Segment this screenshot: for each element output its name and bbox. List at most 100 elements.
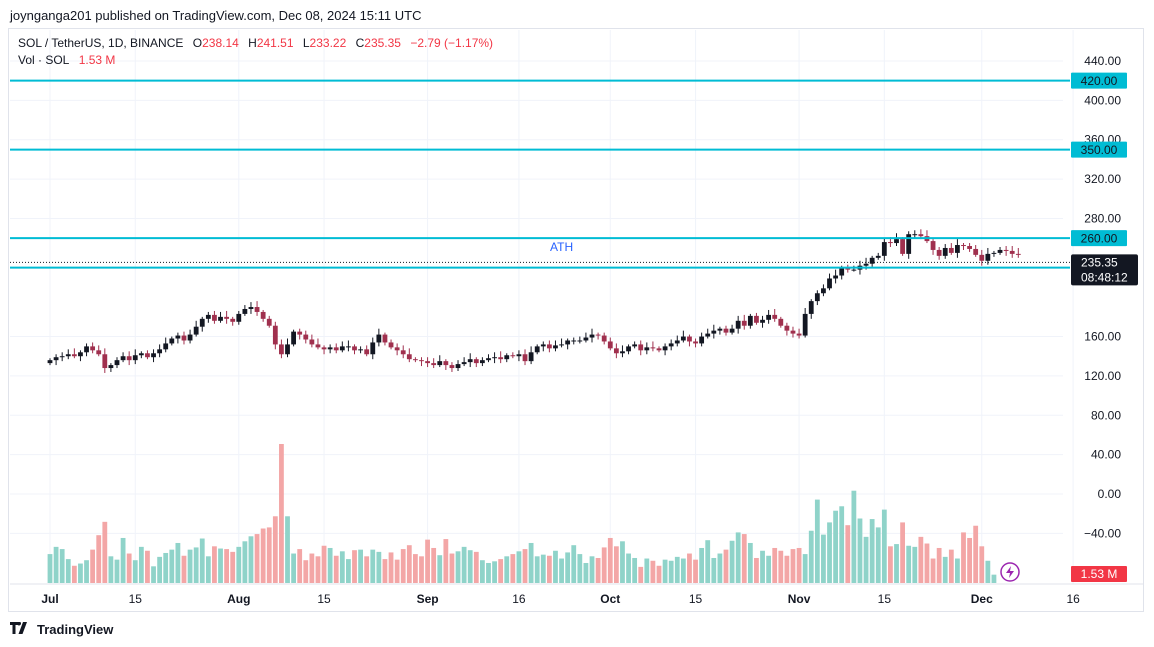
candle-body [1003, 249, 1009, 251]
candle-body [504, 355, 510, 360]
volume-bar [546, 555, 552, 583]
candle-body [595, 334, 601, 336]
candle-body [138, 353, 144, 356]
lightning-icon-bolt [1006, 566, 1014, 578]
volume-bar [473, 551, 479, 583]
candle-body [285, 344, 290, 355]
volume-bar [894, 544, 899, 583]
candle-body [601, 335, 607, 342]
candle-body [881, 242, 887, 256]
candle-body [145, 353, 150, 358]
volume-bar [272, 516, 278, 583]
y-axis-tick-label: 160.00 [1084, 330, 1121, 344]
volume-bar [193, 547, 199, 583]
candle-body [674, 340, 680, 344]
volume-bar [650, 560, 656, 583]
candle-body [662, 346, 668, 351]
x-axis-tick-label: Dec [971, 592, 993, 606]
candle-body [735, 320, 741, 329]
candle-body [406, 354, 412, 360]
legend-high-label: H [248, 36, 257, 50]
candle-body [224, 316, 230, 319]
volume-bar [175, 542, 181, 583]
candle-body [315, 344, 321, 348]
volume-bar [699, 547, 705, 583]
volume-bar [979, 546, 985, 583]
volume-bar [212, 546, 217, 583]
volume-bar [394, 559, 400, 583]
candle-body [187, 334, 193, 341]
candle-body [863, 263, 869, 266]
candle-body [650, 347, 656, 349]
candle-body [540, 344, 546, 347]
lightning-icon[interactable] [1000, 562, 1020, 582]
x-axis-tick-label: Aug [227, 592, 250, 606]
volume-bar [668, 560, 674, 583]
volume-bar [181, 555, 187, 583]
volume-bar [492, 561, 497, 583]
volume-bar [534, 556, 540, 583]
volume-bar [236, 546, 242, 583]
candle-body [942, 247, 948, 256]
volume-bar [346, 559, 351, 583]
volume-bar [266, 527, 272, 583]
legend-volume-label: Vol · SOL [18, 53, 70, 67]
candle-body [741, 320, 747, 326]
candle-body [888, 242, 893, 244]
x-axis-tick-label: Nov [788, 592, 811, 606]
candle-body [65, 354, 71, 357]
volume-bar [833, 510, 839, 583]
candle-body [839, 267, 845, 276]
volume-bar [814, 499, 820, 583]
volume-bar [857, 518, 863, 583]
volume-bar [955, 558, 960, 583]
candle-body [979, 254, 985, 261]
candle-body [747, 315, 753, 326]
volume-bar [443, 539, 449, 583]
candle-body [169, 338, 175, 344]
volume-badge-text: 1.53 M [1081, 567, 1118, 581]
candle-body [266, 318, 272, 326]
candle-body [699, 336, 705, 344]
candle-body [181, 335, 187, 341]
candle-body [413, 359, 418, 361]
volume-bar [126, 553, 132, 583]
volume-bar [455, 551, 461, 583]
volume-bar [784, 555, 790, 583]
volume-bar [680, 558, 686, 583]
candle-body [71, 354, 77, 357]
candle-body [498, 357, 504, 360]
candle-body [473, 359, 479, 364]
x-axis-tick-label: 16 [512, 592, 526, 606]
legend-low-value: 233.22 [309, 36, 347, 50]
candle-body [236, 313, 242, 322]
footer-branding[interactable]: TradingView [10, 621, 113, 637]
volume-bar [102, 521, 108, 583]
candle-body [370, 342, 376, 355]
candle-body [358, 349, 363, 351]
candle-body [997, 249, 1003, 253]
candle-body [303, 334, 309, 340]
candle-body [364, 349, 370, 355]
candle-body [693, 341, 698, 344]
volume-bar [723, 549, 729, 583]
candle-body [955, 245, 960, 253]
x-axis-tick-label: 15 [689, 592, 703, 606]
volume-bar [918, 536, 924, 583]
volume-bar [577, 554, 583, 583]
legend-close-value: 235.35 [364, 36, 401, 50]
volume-bar [900, 522, 905, 583]
volume-bar [936, 547, 942, 583]
volume-bar [601, 547, 607, 583]
volume-bar [516, 551, 522, 583]
volume-bar [942, 556, 948, 583]
volume-bar [973, 525, 979, 583]
candle-body [510, 355, 516, 357]
volume-bar [821, 534, 826, 583]
candle-body [577, 340, 583, 342]
volume-bar [930, 558, 936, 583]
volume-bar [924, 543, 930, 583]
candle-body [272, 325, 278, 345]
candle-body [114, 360, 120, 366]
